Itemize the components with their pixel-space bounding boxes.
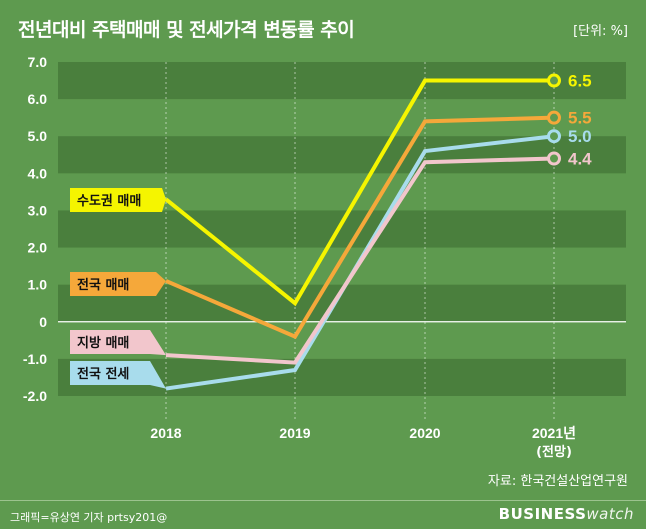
- brand-logo: BUSINESSwatch: [499, 505, 634, 523]
- series-end-point: [547, 73, 561, 88]
- chart-gridlines: [58, 62, 626, 420]
- series-end-point: [547, 129, 561, 144]
- source-note: 자료: 한국건설산업연구원: [487, 474, 628, 489]
- y-tick-label: -2.0: [23, 388, 47, 404]
- series-line: [165, 156, 555, 365]
- footer-divider: [0, 500, 646, 501]
- y-tick-label: 5.0: [28, 128, 48, 144]
- series-line: [165, 115, 555, 340]
- series-line: [164, 78, 554, 307]
- unit-label: [단위: %]: [573, 24, 628, 39]
- series-name-label: 지방 매매: [77, 335, 129, 351]
- chart-series: [164, 73, 561, 391]
- series-name-label: 전국 전세: [77, 366, 129, 382]
- series-callout-tag: [70, 188, 166, 212]
- line-chart: 7.06.05.04.03.02.01.00-1.0-2.0 2018 2019 2…: [23, 54, 626, 460]
- series-name-label: 수도권 매매: [77, 194, 141, 209]
- series-callout-tag: [70, 330, 166, 356]
- series-end-value: 5.5: [568, 109, 592, 128]
- series-end-point: [547, 110, 561, 125]
- series-end-point: [547, 151, 561, 166]
- grid-band: [58, 136, 626, 174]
- y-tick-label: 4.0: [28, 165, 48, 181]
- x-axis: 2018 2019 2020 2021년 (전망): [150, 425, 576, 460]
- series-end-value: 5.0: [568, 127, 592, 146]
- series-callout-tag: [70, 361, 166, 389]
- logo-main: BUSINESS: [498, 505, 587, 523]
- y-tick-label: 3.0: [28, 202, 48, 218]
- logo-sub: watch: [586, 505, 634, 523]
- series-callout-tag: [70, 272, 166, 296]
- graphic-credit: 그래픽=유상연 기자 prtsy201@: [10, 511, 168, 524]
- series-end-value: 6.5: [568, 72, 592, 91]
- y-tick-label: -1.0: [23, 351, 47, 367]
- series-name-label: 전국 매매: [77, 277, 129, 293]
- grid-band: [58, 210, 626, 248]
- x-tick-label: 2020: [409, 425, 440, 441]
- x-tick-label: 2019: [279, 425, 310, 441]
- page-title: 전년대비 주택매매 및 전세가격 변동률 추이: [18, 19, 355, 41]
- y-tick-label: 7.0: [28, 54, 48, 70]
- series-end-value: 4.4: [568, 149, 592, 168]
- y-axis: 7.0 6.0 5.0 4.0 3.0 2.0 1.0 0 -1.0 -2.0: [23, 54, 47, 404]
- x-tick-sublabel: (전망): [536, 444, 572, 460]
- y-tick-label: 1.0: [28, 277, 48, 293]
- y-tick-label: 6.0: [28, 91, 48, 107]
- x-tick-label: 2018: [150, 425, 181, 441]
- y-tick-label: 0: [39, 314, 47, 330]
- x-tick-label: 2021년: [532, 425, 576, 441]
- y-tick-label: 2.0: [28, 240, 48, 256]
